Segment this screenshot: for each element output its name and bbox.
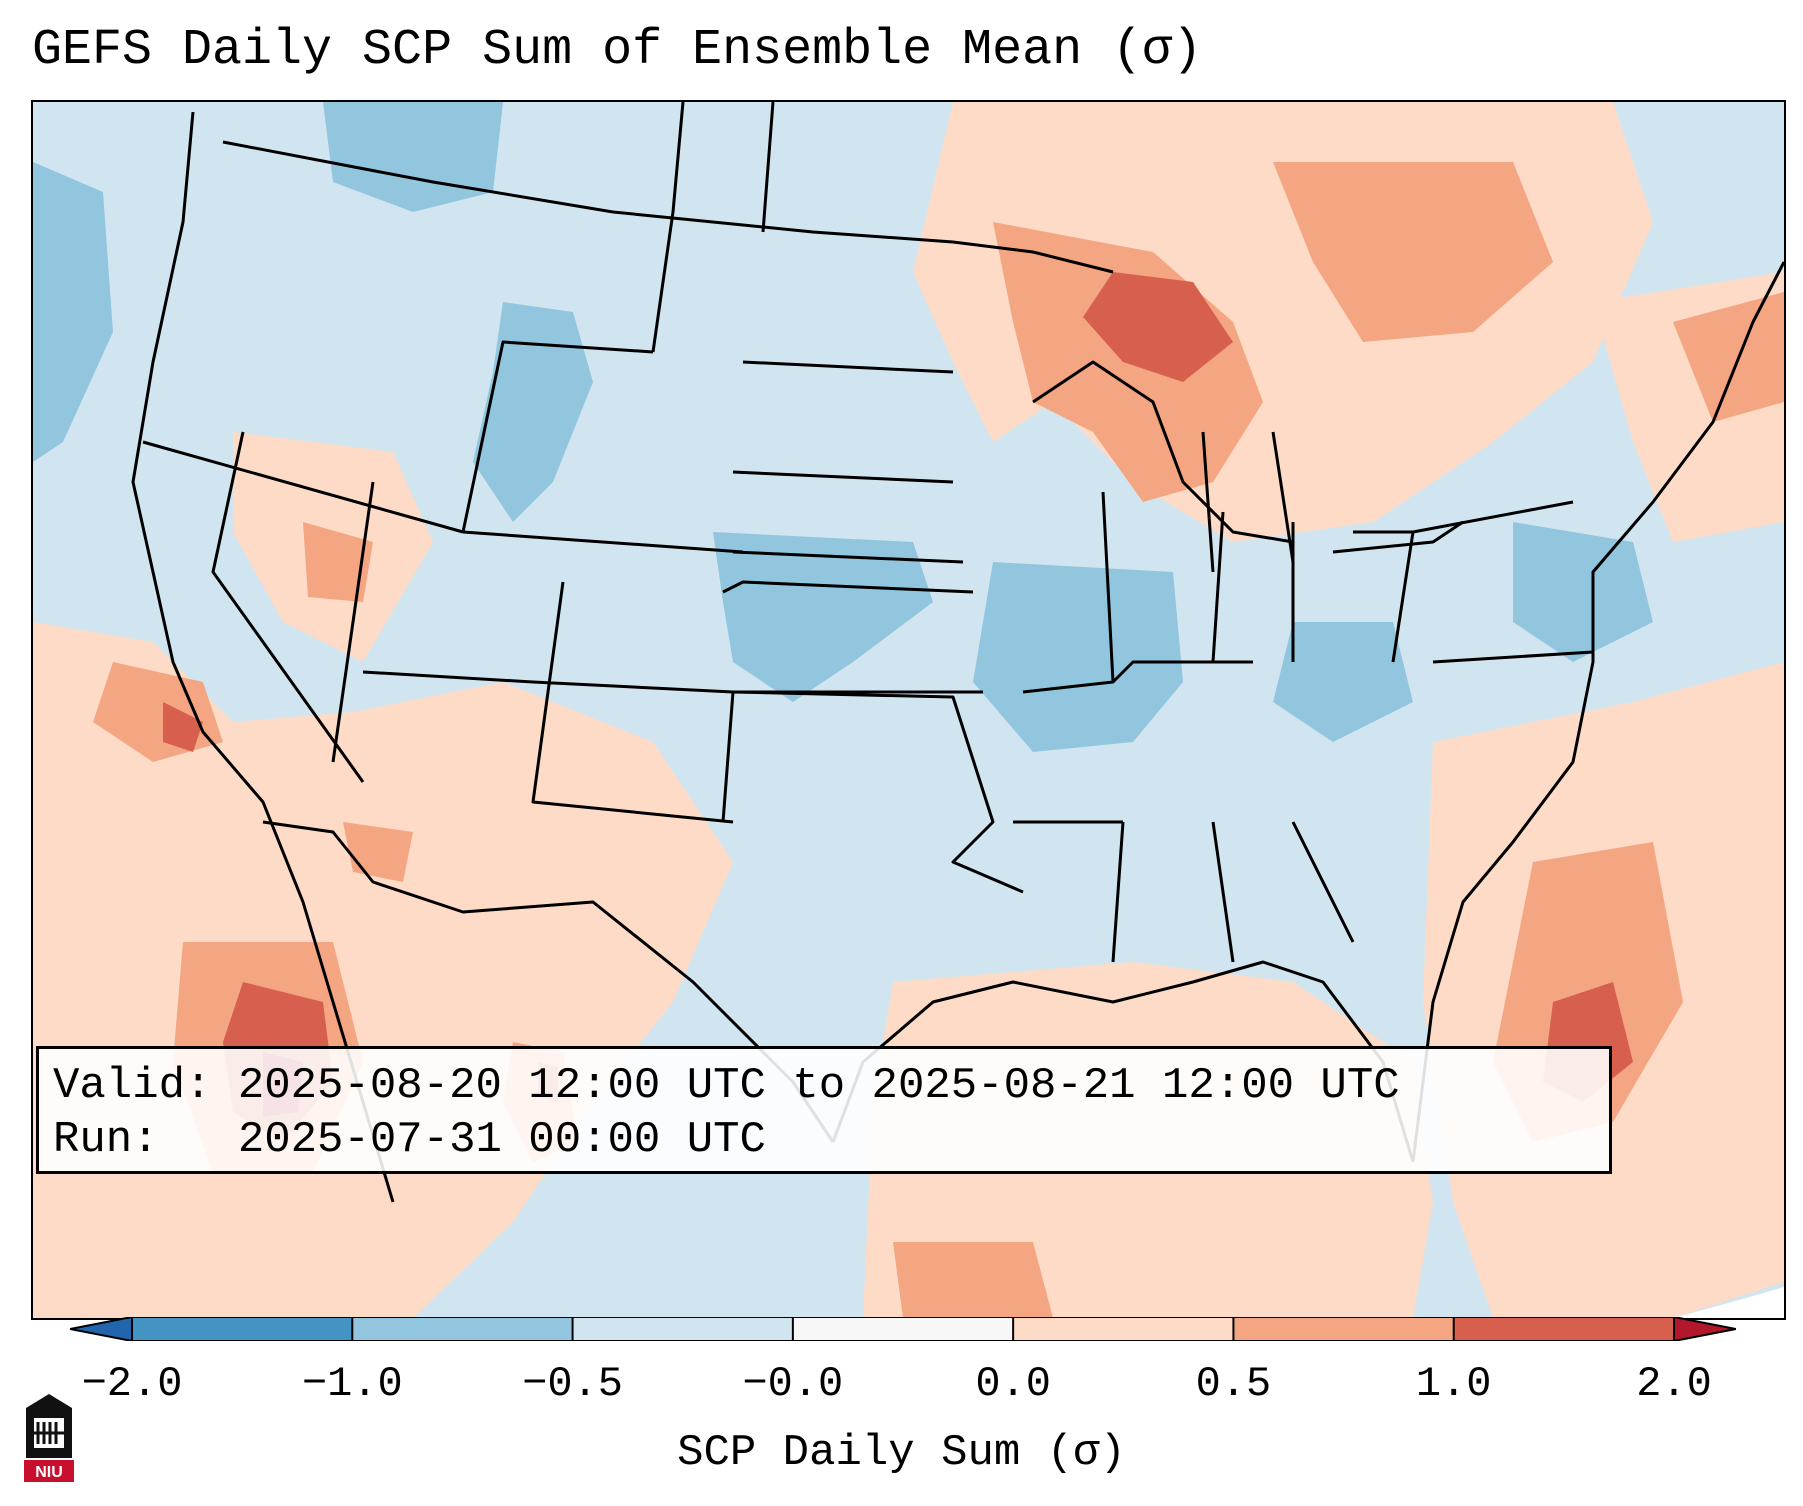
great-lakes: [1032, 360, 1464, 573]
negative-anomaly-region: [973, 562, 1183, 752]
negative-anomaly-region: [1273, 622, 1413, 742]
colorbar-tick-label: −1.0: [301, 1360, 403, 1408]
valid-time: 2025-08-20 12:00 UTC to 2025-08-21 12:00…: [237, 1061, 1400, 1111]
negative-anomaly-region: [33, 162, 113, 462]
validity-box: Valid: 2025-08-20 12:00 UTC to 2025-08-2…: [36, 1046, 1612, 1174]
colorbar-bin: [132, 1317, 353, 1341]
negative-anomaly-region: [713, 532, 933, 702]
niu-logo: NIU: [24, 1394, 74, 1482]
east-coast: [1411, 261, 1784, 1163]
colorbar-bin: [1013, 1317, 1234, 1341]
positive-anomaly-region: [1273, 162, 1553, 342]
colorbar-bin: [1453, 1317, 1675, 1341]
negative-anomaly-region: [473, 302, 593, 522]
run-label: Run:: [53, 1115, 159, 1165]
positive-anomaly-region: [893, 1242, 1053, 1318]
colorbar-bin: [572, 1317, 794, 1341]
colorbar-tick-label: 1.0: [1415, 1360, 1492, 1408]
strong-positive-anomaly: [1083, 272, 1233, 382]
positive-anomaly-region: [303, 522, 373, 602]
west-coast: [131, 111, 395, 1203]
state-lines: [142, 102, 1594, 963]
negative-anomaly-region: [1513, 522, 1653, 662]
positive-anomaly-region: [1673, 292, 1784, 422]
colorbar-bin: [792, 1317, 1014, 1341]
colorbar-extend-max: [1674, 1317, 1736, 1341]
colorbar-bin: [1233, 1317, 1455, 1341]
colorbar-tick-label: 2.0: [1636, 1360, 1712, 1408]
colorbar: [70, 1317, 1736, 1341]
colorbar-tick-label: −0.5: [522, 1360, 623, 1408]
outside-domain-corner: [1673, 1287, 1784, 1318]
canada-us-border: [222, 140, 1114, 274]
colorbar-tick-label: −2.0: [81, 1360, 183, 1408]
valid-label: Valid:: [53, 1061, 212, 1111]
colorbar-extend-min: [70, 1317, 132, 1341]
colorbar-label: SCP Daily Sum (σ): [677, 1428, 1126, 1478]
strong-positive-anomaly: [163, 702, 203, 752]
colorbar-bin: [352, 1317, 574, 1341]
logo-text: NIU: [35, 1464, 63, 1481]
colorbar-tick-label: 0.5: [1195, 1360, 1272, 1408]
negative-anomaly-region: [323, 102, 503, 212]
map-title: GEFS Daily SCP Sum of Ensemble Mean (σ): [32, 22, 1203, 79]
run-time: 2025-07-31 00:00 UTC: [237, 1115, 766, 1165]
colorbar-tick-label: −0.0: [742, 1360, 844, 1408]
gulf-coast: [831, 960, 1415, 1163]
boundaries: [131, 102, 1784, 1203]
colorbar-tick-label: 0.0: [975, 1360, 1051, 1408]
